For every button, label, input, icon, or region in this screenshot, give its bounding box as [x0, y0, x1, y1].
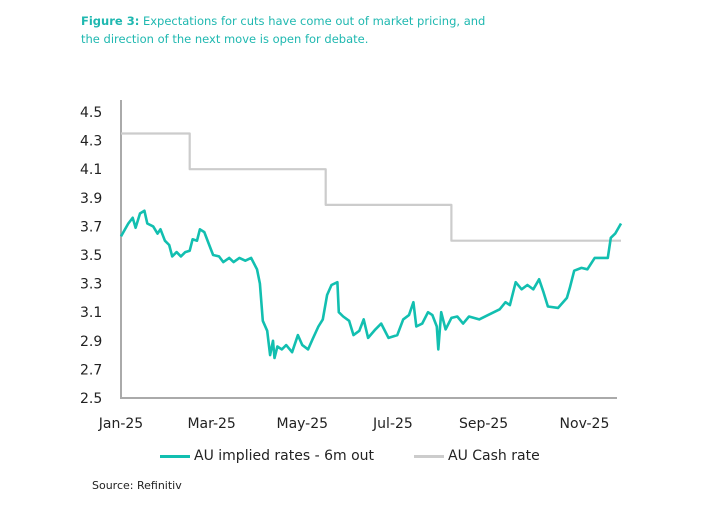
y-tick-label: 2.5	[80, 391, 102, 407]
x-tick-label: Jan-25	[98, 416, 143, 432]
y-tick-label: 3.1	[80, 305, 102, 321]
y-tick-label: 3.9	[80, 191, 102, 207]
figure-caption-text: Expectations for cuts have come out of m…	[81, 14, 486, 46]
x-tick-label: Mar-25	[187, 416, 235, 432]
y-tick-label: 4.3	[80, 134, 102, 150]
x-tick-label: Jul-25	[372, 416, 413, 432]
legend-item-implied: AU implied rates - 6m out	[160, 448, 374, 464]
legend-label-cash: AU Cash rate	[448, 448, 540, 464]
y-tick-label: 3.3	[80, 277, 102, 293]
figure-label: Figure 3:	[81, 14, 140, 28]
y-tick-label: 3.5	[80, 248, 102, 264]
source-note: Source: Refinitiv	[92, 479, 182, 492]
series-cash-rate-line	[121, 132, 621, 242]
y-tick-label: 2.9	[80, 334, 102, 350]
x-tick-label: May-25	[276, 416, 328, 432]
legend-label-implied: AU implied rates - 6m out	[194, 448, 375, 464]
y-tick-label: 2.7	[80, 362, 102, 378]
legend-swatch-implied	[160, 454, 190, 458]
legend-item-cash: AU Cash rate	[414, 448, 540, 464]
series-implied-rates-line	[119, 209, 623, 360]
y-tick-label: 3.7	[80, 219, 102, 235]
x-tick-label: Sep-25	[459, 416, 508, 432]
y-tick-label: 4.5	[80, 105, 102, 121]
x-tick-label: Nov-25	[560, 416, 610, 432]
y-tick-label: 4.1	[80, 162, 102, 178]
figure-caption: Figure 3: Expectations for cuts have com…	[81, 12, 501, 48]
legend-swatch-cash	[414, 454, 444, 458]
